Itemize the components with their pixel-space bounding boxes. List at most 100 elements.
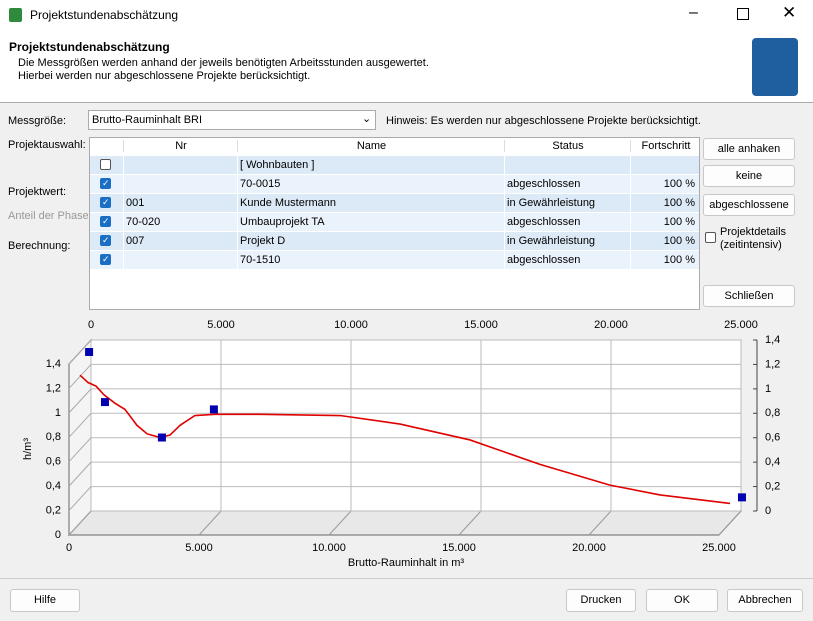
column-header: Status [504, 140, 631, 152]
table-cell: abgeschlossen [507, 178, 581, 190]
row-checkbox[interactable]: ✓ [100, 178, 111, 189]
cell-border [123, 213, 124, 231]
table-row[interactable] [90, 156, 699, 175]
cell-border [237, 194, 238, 212]
close-panel-button[interactable]: Schließen [703, 285, 795, 307]
print-button[interactable]: Drucken [566, 589, 636, 612]
form-label: Projektwert: [8, 186, 67, 198]
cell-border [123, 194, 124, 212]
tick-mark [68, 364, 92, 389]
row-checkbox[interactable]: ✓ [100, 216, 111, 227]
cell-border [504, 251, 505, 269]
x-tick-label: 20.000 [572, 542, 606, 554]
tick-mark [328, 510, 352, 536]
header-line: Hierbei werden nur abgeschlossene Projek… [18, 70, 311, 82]
cancel-button[interactable]: Abbrechen [727, 589, 803, 612]
y2-tick-label: 1 [765, 383, 771, 395]
ok-button[interactable]: OK [646, 589, 718, 612]
footer-separator [0, 578, 813, 579]
table-cell: 007 [126, 235, 145, 247]
cell-border [504, 156, 505, 174]
y-tick-label: 0 [55, 529, 61, 541]
x-tick-label: 10.000 [312, 542, 346, 554]
header-panel [0, 30, 813, 103]
table-cell: Umbauprojekt TA [240, 216, 325, 228]
cell-border [237, 251, 238, 269]
cell-border [630, 251, 631, 269]
table-row[interactable] [90, 213, 699, 232]
measure-label: Messgröße: [8, 115, 67, 127]
cell-border [237, 232, 238, 250]
window-title: Projektstundenabschätzung [30, 8, 179, 22]
x-tick-label: 5.000 [207, 319, 235, 331]
table-cell: abgeschlossen [507, 254, 581, 266]
cell-border [504, 213, 505, 231]
table-row[interactable] [90, 194, 699, 213]
table-row[interactable] [90, 175, 699, 194]
x-tick-label: 0 [88, 319, 94, 331]
table-cell: 100 % [663, 235, 695, 247]
help-button[interactable]: Hilfe [10, 589, 80, 612]
cell-border [630, 175, 631, 193]
cell-border [504, 175, 505, 193]
table-cell: Kunde Mustermann [240, 197, 336, 209]
none-button[interactable]: keine [703, 165, 795, 187]
data-point [737, 493, 746, 502]
title-bar [0, 0, 813, 30]
maximize-button[interactable] [737, 8, 749, 20]
measure-select[interactable]: Brutto-Rauminhalt BRI [88, 110, 376, 130]
tick-mark [588, 510, 612, 536]
form-label: Berechnung: [8, 240, 71, 252]
left-wall [68, 338, 92, 537]
row-checkbox[interactable]: ✓ [100, 254, 111, 265]
cell-border [504, 232, 505, 250]
table-row[interactable] [90, 232, 699, 251]
table-cell: [ Wohnbauten ] [240, 159, 315, 171]
tick-mark [198, 510, 222, 536]
row-checkbox[interactable]: ✓ [100, 197, 111, 208]
y-tick-label: 0,2 [46, 504, 61, 516]
minimize-button[interactable]: – [689, 4, 698, 21]
completed-button[interactable]: abgeschlossene [703, 194, 795, 216]
row-checkbox[interactable]: ✓ [100, 235, 111, 246]
select-all-button[interactable]: alle anhaken [703, 138, 795, 160]
row-checkbox[interactable] [100, 159, 111, 170]
chart: 005.0005.00010.00010.00015.00015.00020.0… [22, 319, 780, 569]
x-tick-label: 15.000 [464, 319, 498, 331]
table-cell: 70-020 [126, 216, 161, 228]
table-cell: 100 % [663, 197, 695, 209]
y-tick-label: 0,4 [46, 480, 61, 492]
y-axis-label: h/m³ [22, 438, 34, 460]
column-header: Nr [123, 140, 238, 152]
tick-mark [68, 510, 92, 536]
table-cell: abgeschlossen [507, 216, 581, 228]
table-cell: 100 % [663, 178, 695, 190]
x-tick-label: 25.000 [724, 319, 758, 331]
cell-border [630, 213, 631, 231]
x-axis-label: Brutto-Rauminhalt in m³ [348, 557, 464, 569]
y2-tick-label: 0,4 [765, 456, 780, 468]
details-checkbox[interactable] [705, 232, 716, 243]
header-icon [752, 38, 798, 96]
x-tick-label: 25.000 [702, 542, 736, 554]
cell-border [630, 194, 631, 212]
cell-border [123, 175, 124, 193]
table-row[interactable] [90, 251, 699, 270]
y-tick-label: 1,4 [46, 358, 61, 370]
x-tick-label: 10.000 [334, 319, 368, 331]
form-label: Anteil der Phase [8, 210, 88, 222]
tick-mark [68, 461, 92, 487]
close-button[interactable]: ✕ [782, 3, 797, 22]
y2-tick-label: 1,2 [765, 358, 780, 370]
table-cell: Projekt D [240, 235, 286, 247]
x-tick-label: 0 [66, 542, 72, 554]
cell-border [123, 232, 124, 250]
table-cell: in Gewährleistung [507, 197, 596, 209]
data-point [85, 348, 94, 356]
form-label: Projektauswahl: [8, 139, 86, 151]
floor [67, 510, 743, 536]
tick-mark [68, 388, 92, 414]
y2-tick-label: 0 [765, 505, 771, 517]
cell-border [630, 232, 631, 250]
